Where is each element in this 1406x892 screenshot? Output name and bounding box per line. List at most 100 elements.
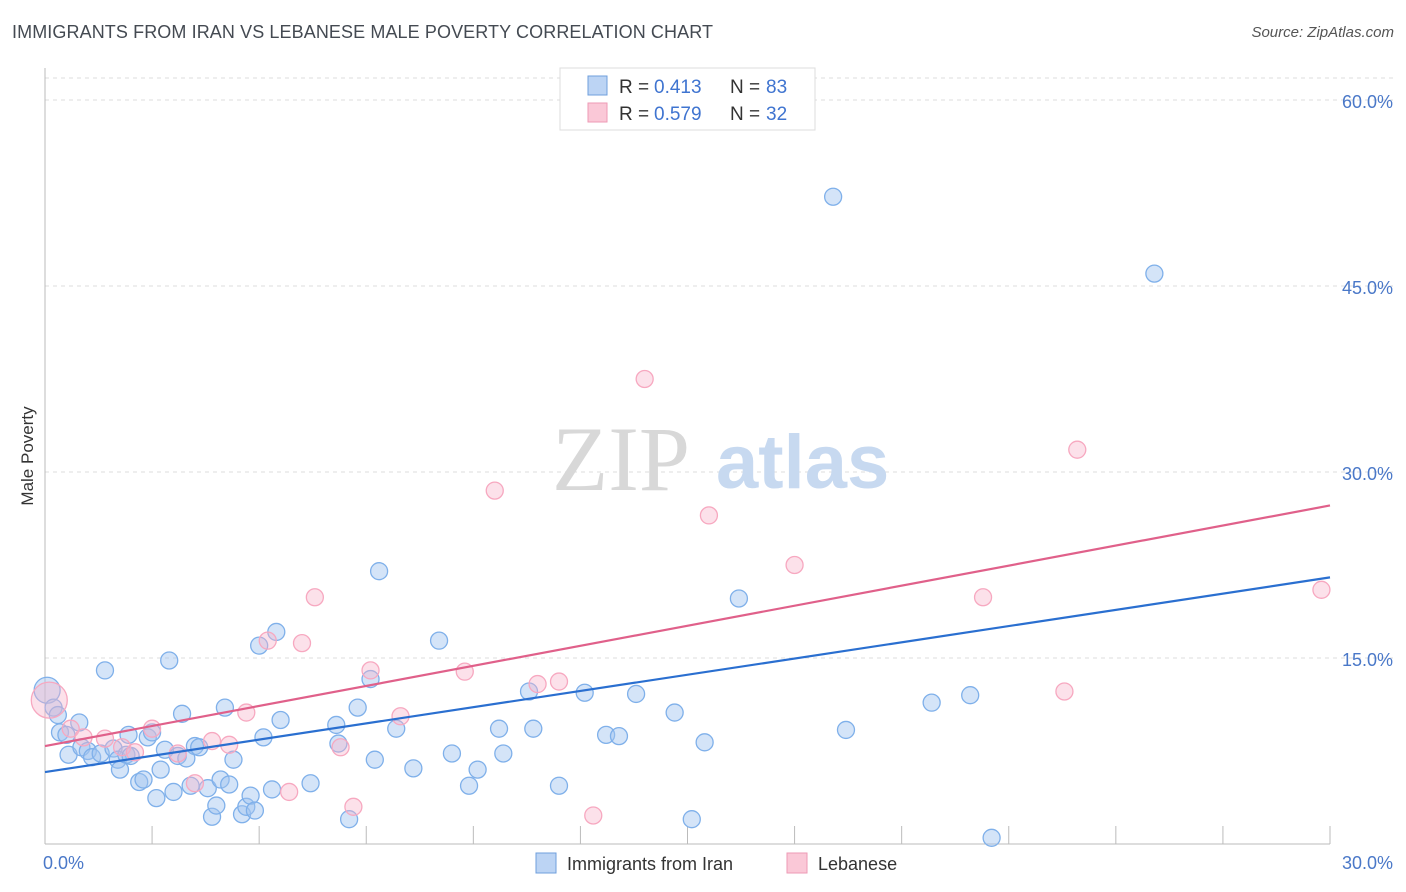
y-axis-label: Male Poverty <box>18 406 37 506</box>
point-iran <box>164 782 183 802</box>
point-iran <box>961 686 980 705</box>
stats-swatch-iran <box>587 75 608 96</box>
point-lebanese <box>485 481 504 500</box>
x-tick-label-start: 0.0% <box>43 853 84 873</box>
point-iran <box>982 828 1001 847</box>
stats-n-label-lebanese: N = <box>730 104 760 125</box>
y-tick-label: 60.0% <box>1342 92 1393 112</box>
point-lebanese <box>1068 440 1087 459</box>
y-tick-label: 30.0% <box>1342 464 1393 484</box>
legend-label-lebanese: Lebanese <box>818 854 897 874</box>
point-iran <box>442 744 462 763</box>
point-lebanese <box>344 797 363 816</box>
point-iran <box>429 631 449 650</box>
point-iran <box>665 703 684 722</box>
point-lebanese <box>528 674 547 694</box>
point-iran <box>151 760 170 779</box>
stats-n-value-lebanese: 32 <box>766 104 787 125</box>
point-lebanese <box>635 369 654 389</box>
point-lebanese <box>549 672 569 691</box>
point-lebanese <box>973 588 993 607</box>
point-iran <box>1145 264 1164 283</box>
stats-legend: R = 0.413 N = 83 R = 0.579 N = 32 <box>559 67 816 131</box>
trend-line-iran <box>44 576 1331 774</box>
point-lebanese <box>584 806 603 825</box>
point-iran <box>524 719 543 738</box>
point-iran <box>489 719 509 738</box>
point-lebanese <box>699 506 719 525</box>
y-tick-labels: 15.0% 30.0% 45.0% 60.0% <box>1342 92 1393 670</box>
axes <box>44 68 1331 845</box>
point-iran <box>549 776 569 795</box>
point-lebanese <box>361 661 380 680</box>
point-iran <box>468 760 487 779</box>
point-iran <box>922 693 941 712</box>
y-tick-label: 45.0% <box>1342 278 1393 298</box>
watermark-atlas: atlas <box>716 420 889 505</box>
point-iran <box>262 780 282 799</box>
trend-line-lebanese <box>44 504 1331 748</box>
point-iran <box>95 661 115 680</box>
point-iran <box>695 733 714 752</box>
point-iran <box>682 810 701 829</box>
stats-n-value-iran: 83 <box>766 77 787 98</box>
point-iran <box>327 715 346 735</box>
point-iran <box>271 710 290 730</box>
point-iran <box>836 720 856 740</box>
point-iran <box>211 770 230 789</box>
stats-r-label-iran: R = <box>619 77 649 98</box>
point-iran <box>369 562 389 581</box>
point-iran <box>626 684 646 704</box>
legend-swatch-lebanese <box>786 852 808 874</box>
x-tick-labels: 0.0% 30.0% <box>43 853 1393 873</box>
point-lebanese <box>125 743 145 762</box>
point-iran <box>365 750 384 769</box>
point-iran <box>823 187 843 206</box>
point-lebanese <box>279 782 299 802</box>
point-iran <box>147 788 166 808</box>
point-lebanese <box>258 631 277 650</box>
point-lebanese <box>292 633 312 653</box>
point-iran <box>609 726 629 746</box>
point-iran <box>729 589 749 608</box>
point-lebanese <box>61 719 80 738</box>
point-iran <box>404 759 423 778</box>
legend-label-iran: Immigrants from Iran <box>567 854 733 874</box>
legend-swatch-iran <box>535 852 557 874</box>
stats-n-label-iran: N = <box>730 77 760 98</box>
point-lebanese <box>1055 682 1074 701</box>
point-iran <box>134 770 153 789</box>
series-legend: Immigrants from Iran Lebanese <box>535 852 897 874</box>
point-lebanese <box>1312 580 1331 599</box>
chart-title: IMMIGRANTS FROM IRAN VS LEBANESE MALE PO… <box>12 22 714 42</box>
stats-r-value-lebanese: 0.579 <box>654 104 702 125</box>
point-iran <box>459 776 479 795</box>
point-lebanese <box>142 719 162 738</box>
point-lebanese <box>331 738 350 757</box>
point-iran <box>202 807 222 826</box>
point-iran <box>172 704 192 723</box>
point-iran <box>494 744 513 763</box>
data-points <box>30 187 1331 847</box>
point-iran <box>224 750 243 769</box>
stats-r-value-iran: 0.413 <box>654 77 702 98</box>
watermark-zip: ZIP <box>552 408 690 510</box>
point-lebanese <box>785 555 804 575</box>
point-iran <box>207 796 226 815</box>
stats-r-label-lebanese: R = <box>619 104 649 125</box>
trend-lines <box>44 504 1331 774</box>
point-iran <box>241 786 260 805</box>
chart-source: Source: ZipAtlas.com <box>1251 24 1394 41</box>
stats-swatch-lebanese <box>587 102 608 123</box>
point-iran <box>220 775 239 794</box>
point-iran <box>245 801 265 820</box>
point-iran <box>250 636 269 655</box>
point-lebanese <box>30 681 68 719</box>
x-tick-label-end: 30.0% <box>1342 853 1393 873</box>
grid-lines <box>45 77 1395 659</box>
point-lebanese <box>305 588 325 607</box>
point-iran <box>348 698 367 717</box>
y-tick-label: 15.0% <box>1342 650 1393 670</box>
point-lebanese <box>185 774 205 793</box>
